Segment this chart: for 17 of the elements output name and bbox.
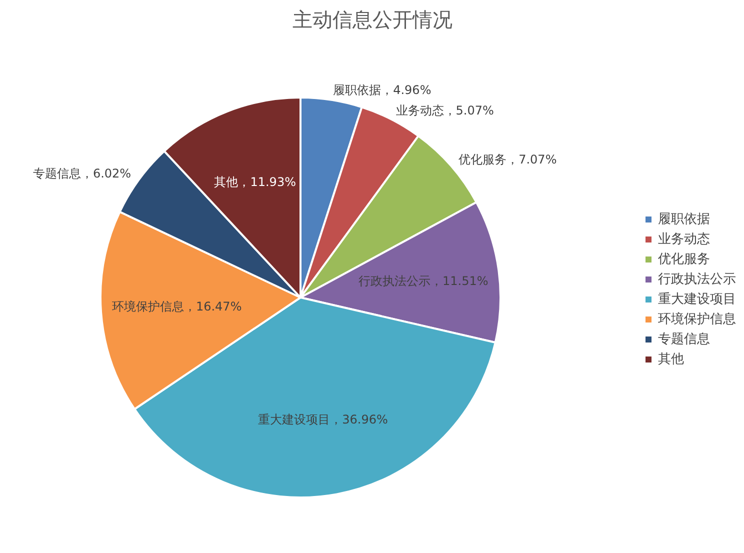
data-label: 其他，11.93%: [214, 175, 296, 190]
legend-label: 优化服务: [658, 250, 710, 268]
data-label: 行政执法公示，11.51%: [358, 274, 488, 288]
legend-label: 其他: [658, 350, 684, 368]
legend-label: 行政执法公示: [658, 270, 736, 288]
chart-title: 主动信息公开情况: [292, 8, 452, 32]
data-label: 业务动态，5.07%: [396, 103, 494, 118]
data-label: 履职依据，4.96%: [333, 83, 432, 98]
legend-label: 环境保护信息: [658, 310, 736, 328]
legend-label: 重大建设项目: [658, 290, 736, 308]
data-label: 环境保护信息，16.47%: [112, 300, 242, 314]
legend-label: 业务动态: [658, 230, 710, 248]
data-label: 重大建设项目，36.96%: [258, 412, 388, 426]
legend-label: 专题信息: [658, 330, 710, 348]
data-label: 优化服务，7.07%: [458, 152, 557, 166]
data-label: 专题信息，6.02%: [32, 166, 132, 180]
legend-label: 履职依据: [658, 210, 710, 228]
